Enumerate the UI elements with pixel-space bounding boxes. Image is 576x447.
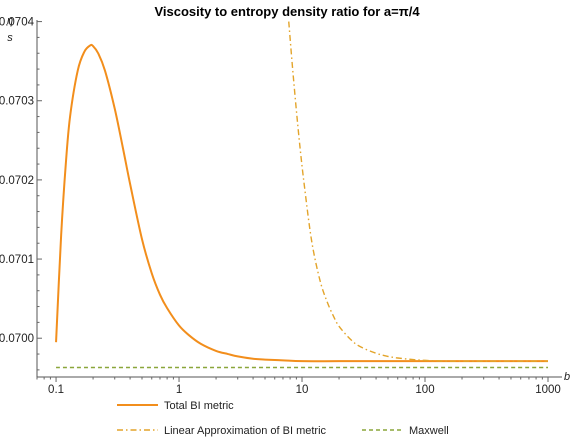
y-tick-label: 0.0700 (0, 333, 34, 345)
x-tick-label: 100 (415, 384, 434, 396)
y-tick-label: 0.0704 (0, 17, 35, 29)
chart-title: Viscosity to entropy density ratio for a… (154, 4, 420, 19)
x-tick-label: 1000 (535, 384, 561, 396)
x-tick-label: 0.1 (48, 384, 64, 396)
legend-label-3: Maxwell (409, 425, 449, 437)
y-tick-label: 0.0702 (0, 175, 34, 187)
axes: 0.1 1 10 100 1000 0.0700 0.0701 0.0702 0.0703 0.0… (0, 17, 562, 396)
legend-label-1: Total BI metric (164, 400, 234, 412)
series-line-1 (55, 43, 548, 363)
x-tick-label: 1 (176, 384, 182, 396)
x-axis-label: b (564, 371, 570, 383)
y-tick-label: 0.0701 (0, 254, 34, 266)
y-axis-label-denominator: s (7, 32, 13, 44)
legend: Total BI metric Linear Approximation of B… (117, 400, 449, 437)
series-line-2 (288, 21, 548, 362)
legend-label-2: Linear Approximation of BI metric (164, 425, 327, 437)
y-axis-label-numerator: η (7, 15, 13, 27)
plot-area (55, 21, 548, 369)
x-tick-label: 10 (296, 384, 309, 396)
y-tick-label: 0.0703 (0, 96, 34, 108)
